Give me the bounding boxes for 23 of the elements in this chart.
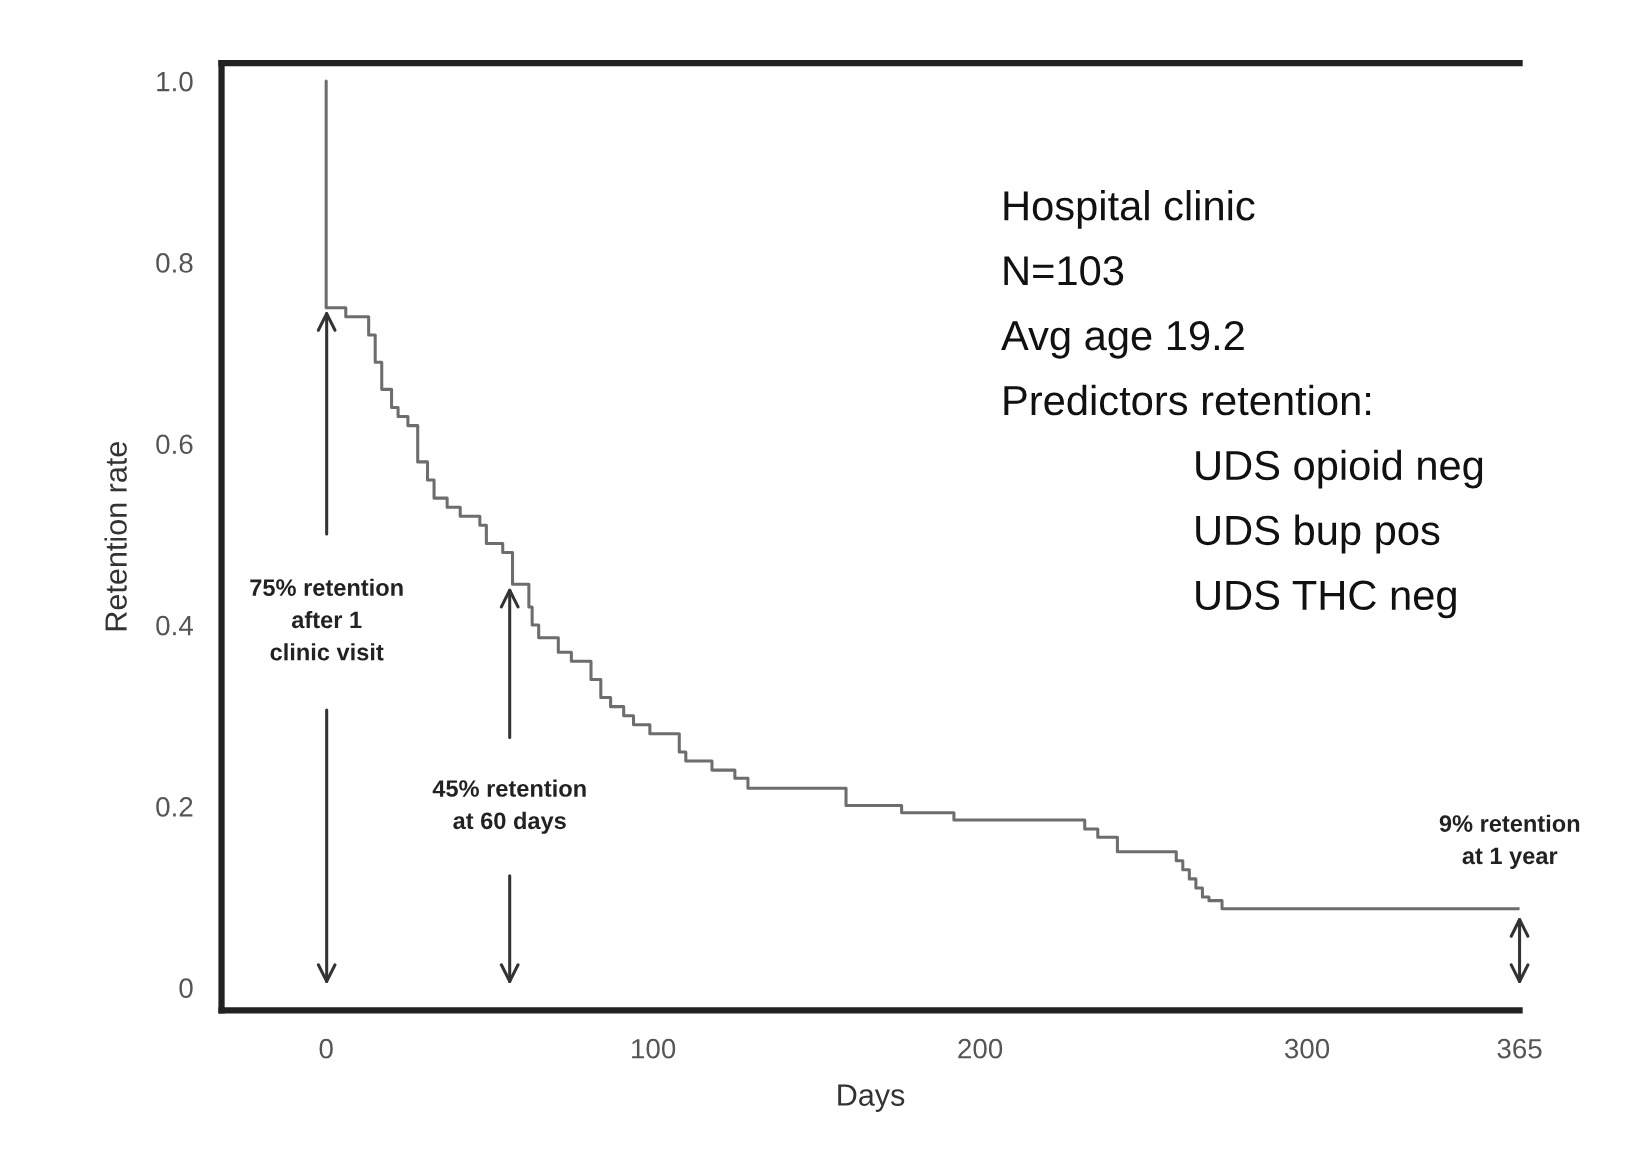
annotation: 45% retention at 60 days [432, 779, 586, 834]
x-tick-label: 300 [1284, 1038, 1330, 1059]
x-tick-label: 200 [958, 1038, 1003, 1059]
annotation: Hospital clinic [1004, 189, 1255, 229]
annotation: UDS bup pos [1196, 514, 1440, 554]
y-tick-label: 0.8 [156, 253, 193, 273]
annotation: N=103 [1004, 255, 1124, 286]
y-axis-title: Retention rate [104, 442, 127, 631]
annotation: UDS opioid neg [1196, 449, 1483, 489]
y-tick-label: 0 [179, 978, 193, 999]
annotation: UDS THC neg [1196, 580, 1456, 619]
x-axis-title: Days [838, 1084, 905, 1112]
y-tick-label: 0.6 [156, 434, 193, 455]
x-tick-label: 0 [319, 1038, 333, 1059]
y-tick-label: 0.4 [156, 615, 193, 636]
annotation: Predictors retention: [1004, 384, 1371, 416]
x-tick-label: 365 [1497, 1038, 1542, 1059]
y-tick-label: 1.0 [157, 71, 193, 92]
annotation: 9% retention at 1 year [1439, 814, 1580, 869]
x-tick-label: 100 [632, 1038, 676, 1059]
annotation: Avg age 19.2 [1001, 320, 1244, 359]
annotation: 75% retention after 1 clinic visit [250, 578, 403, 661]
y-tick-label: 0.2 [156, 797, 193, 817]
